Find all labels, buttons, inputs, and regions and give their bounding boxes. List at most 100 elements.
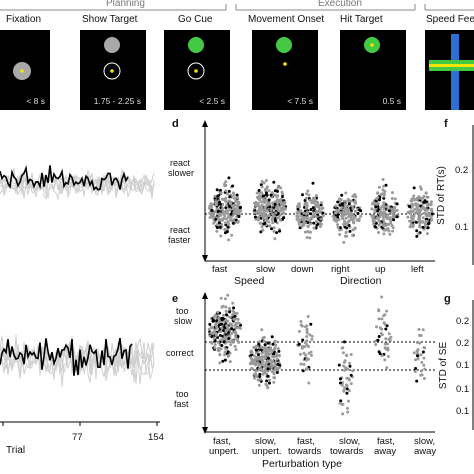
d-cat-left: left: [411, 264, 424, 275]
e-cat-2-line2: unpert.: [252, 446, 282, 457]
panel-e-plot: [202, 292, 435, 434]
data-point: [377, 309, 381, 313]
data-point: [216, 226, 219, 230]
data-point: [390, 224, 394, 227]
data-point: [306, 221, 310, 224]
data-point: [345, 391, 349, 395]
data-point: [373, 208, 377, 212]
data-point: [228, 334, 232, 338]
data-point: [337, 197, 341, 201]
data-point: [236, 317, 240, 321]
data-point: [264, 366, 268, 370]
data-point: [310, 199, 314, 203]
data-point: [212, 330, 216, 334]
data-point: [418, 196, 422, 200]
data-point: [373, 339, 377, 343]
data-point: [351, 233, 355, 237]
data-point: [259, 200, 263, 204]
data-point: [263, 221, 267, 225]
data-point: [349, 199, 353, 203]
data-point: [270, 227, 273, 231]
d-cat-right: right: [331, 264, 350, 275]
data-point: [415, 205, 419, 209]
data-point: [353, 199, 357, 203]
data-point: [392, 218, 396, 222]
data-point: [213, 313, 217, 317]
data-point: [219, 234, 223, 238]
data-point: [343, 207, 347, 210]
data-point: [221, 337, 225, 341]
data-point: [429, 203, 433, 207]
data-point: [343, 359, 347, 363]
data-point: [261, 346, 264, 350]
data-point: [261, 336, 265, 340]
data-point: [312, 221, 316, 225]
data-point: [314, 194, 318, 198]
data-point: [228, 310, 232, 314]
data-point: [275, 371, 279, 374]
data-point: [423, 346, 427, 350]
data-point: [227, 176, 231, 180]
data-point: [415, 379, 419, 383]
data-point: [301, 338, 305, 342]
data-point: [213, 339, 217, 343]
data-point: [422, 356, 426, 360]
data-point: [343, 219, 347, 223]
data-point: [311, 196, 315, 200]
data-point: [226, 225, 230, 229]
data-point: [305, 204, 309, 208]
data-point: [299, 362, 303, 366]
data-point: [219, 191, 223, 195]
data-point: [257, 191, 261, 195]
data-point: [268, 205, 272, 209]
trace-black: [0, 337, 133, 376]
data-point: [421, 205, 425, 209]
e-cat-1-line1: fast,: [213, 436, 231, 447]
data-point: [266, 353, 270, 357]
data-point: [347, 219, 351, 223]
data-point: [235, 193, 239, 197]
data-point: [383, 214, 387, 218]
data-point: [369, 214, 373, 217]
data-point: [341, 217, 345, 221]
data-point: [421, 350, 425, 354]
data-point: [344, 231, 348, 234]
data-point: [388, 216, 392, 220]
data-point: [271, 359, 275, 363]
data-point: [308, 218, 312, 222]
data-point: [277, 185, 280, 189]
data-point: [380, 212, 384, 216]
data-point: [314, 214, 318, 218]
data-point: [277, 216, 281, 220]
data-point: [409, 222, 413, 226]
data-point: [302, 211, 306, 215]
data-point: [257, 383, 261, 387]
data-point: [225, 203, 228, 207]
data-point: [424, 191, 428, 195]
data-point: [224, 189, 228, 193]
data-point: [260, 185, 264, 189]
data-point: [377, 231, 380, 234]
data-point: [279, 218, 282, 222]
data-point: [343, 234, 347, 238]
data-point: [306, 315, 310, 318]
data-point: [410, 219, 414, 223]
data-point: [409, 211, 412, 215]
data-point: [260, 203, 264, 207]
data-point: [282, 204, 285, 208]
data-point: [224, 211, 228, 215]
data-point: [418, 341, 422, 345]
data-point: [347, 223, 351, 227]
data-point: [225, 335, 229, 339]
data-point: [341, 351, 345, 355]
data-point: [386, 346, 390, 350]
data-point: [218, 221, 221, 225]
data-point: [348, 361, 352, 365]
data-point: [382, 221, 386, 224]
data-point: [209, 331, 213, 335]
data-point: [386, 217, 390, 221]
data-point: [317, 204, 320, 208]
data-point: [227, 238, 231, 242]
data-point: [263, 343, 267, 347]
data-point: [376, 338, 380, 342]
